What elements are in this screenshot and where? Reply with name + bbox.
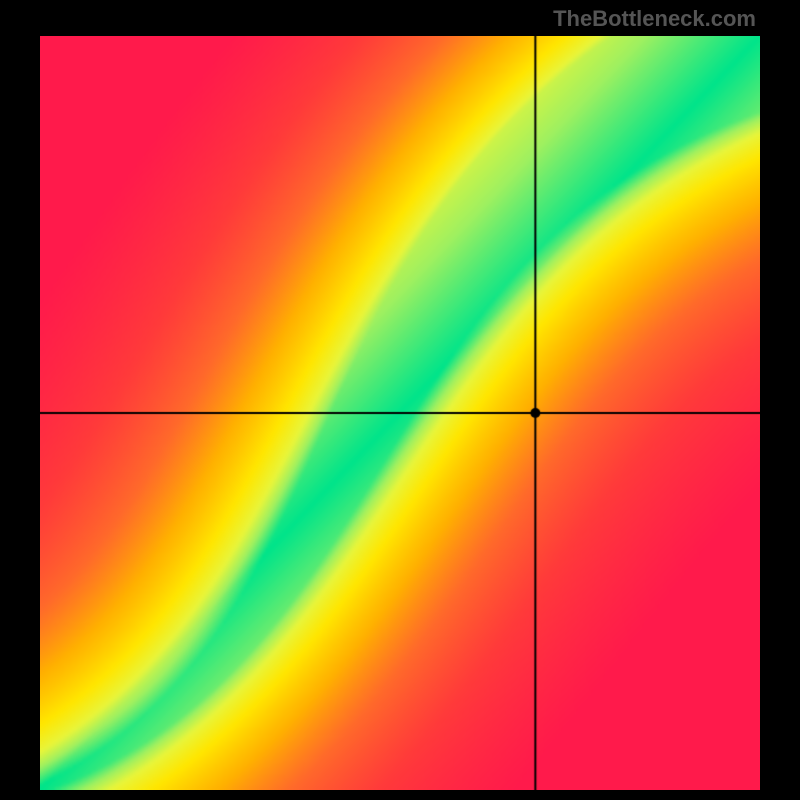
chart-container: TheBottleneck.com	[0, 0, 800, 800]
heatmap-canvas	[40, 36, 760, 790]
watermark-text: TheBottleneck.com	[553, 6, 756, 32]
